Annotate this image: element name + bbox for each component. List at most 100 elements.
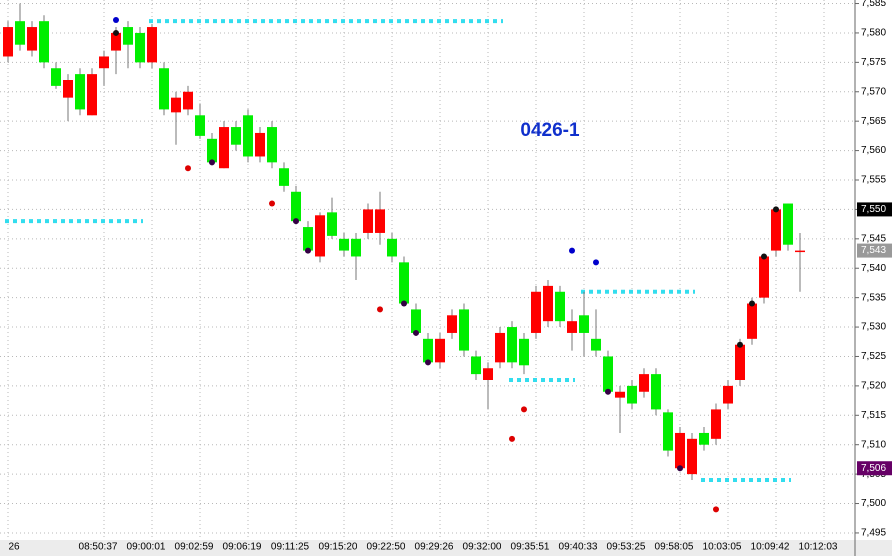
y-tick-label: 7,500 [861, 498, 886, 509]
marker-dot [401, 300, 407, 307]
candle-body [231, 127, 241, 145]
price-tag-label: 7,506 [861, 463, 886, 474]
y-tick-label: 7,580 [861, 28, 886, 39]
candle-body [795, 250, 805, 253]
candle-body [75, 74, 85, 110]
y-tick-label: 7,515 [861, 410, 886, 421]
y-tick-label: 7,510 [861, 439, 886, 450]
candle-body [351, 238, 361, 257]
candle-body [315, 215, 325, 257]
x-tick-label: 10:12:03 [799, 542, 838, 553]
candle-body [15, 21, 25, 45]
candle-body [651, 374, 661, 410]
candle-body [27, 27, 37, 51]
candle-body [579, 315, 589, 333]
y-tick-label: 7,585 [861, 0, 886, 9]
candle-body [675, 432, 685, 469]
y-tick-label: 7,525 [861, 351, 886, 362]
candle-body [147, 27, 157, 63]
candle-body [399, 262, 409, 304]
candle-body [159, 68, 169, 110]
y-tick-label: 7,540 [861, 263, 886, 274]
candle-body [435, 338, 445, 363]
candle-body [171, 97, 181, 113]
candle-body [711, 409, 721, 439]
marker-dot [773, 206, 779, 213]
marker-dot [425, 359, 431, 366]
marker-dot [737, 341, 743, 348]
candle-body [327, 212, 337, 236]
marker-dot [377, 306, 383, 313]
candle-body [759, 256, 769, 298]
marker-dot [713, 506, 719, 513]
candle-body [543, 285, 553, 322]
candle-body [591, 338, 601, 351]
candle-body [207, 138, 217, 163]
candle-body [243, 115, 253, 157]
x-tick-label: 09:58:05 [655, 542, 694, 553]
y-tick-label: 7,545 [861, 233, 886, 244]
price-tag [857, 461, 892, 476]
marker-dot [509, 435, 515, 442]
candle-body [63, 80, 73, 98]
x-tick-label: 09:29:26 [415, 542, 454, 553]
x-tick-label: 09:15:20 [319, 542, 358, 553]
price-tag-label: 7,550 [861, 204, 886, 215]
candle-body [687, 438, 697, 475]
marker-dot [293, 218, 299, 225]
candle-body [255, 132, 265, 157]
candle-body [219, 127, 229, 169]
candle-body [267, 127, 277, 163]
candle-body [567, 321, 577, 333]
candle-body [291, 191, 301, 222]
candle-body [531, 291, 541, 333]
x-tick-label: 09:35:51 [511, 542, 550, 553]
x-axis-strip [0, 540, 892, 556]
x-tick-label: 09:53:25 [607, 542, 646, 553]
candle-body [111, 32, 121, 51]
candle-body [375, 209, 385, 233]
marker-dot [521, 406, 527, 413]
candle-body [639, 374, 649, 392]
candle-body [195, 115, 205, 136]
x-tick-label: 09:40:33 [559, 542, 598, 553]
x-tick-label: 09:32:00 [463, 542, 502, 553]
candle-body [87, 74, 97, 116]
candle-body [135, 32, 145, 63]
candle-body [459, 309, 469, 351]
marker-dot [113, 17, 119, 23]
x-tick-label: 09:00:01 [127, 542, 166, 553]
candle-body [747, 303, 757, 339]
candle-body [483, 368, 493, 380]
y-tick-label: 7,495 [861, 528, 886, 539]
y-tick-label: 7,565 [861, 116, 886, 127]
marker-dot [209, 159, 215, 166]
candle-body [771, 209, 781, 251]
marker-dot [305, 247, 311, 254]
x-tick-label: 09:06:19 [223, 542, 262, 553]
marker-dot [605, 388, 611, 395]
x-tick-label: 08:50:37 [79, 542, 118, 553]
candle-body [507, 327, 517, 363]
marker-dot [413, 329, 419, 336]
y-tick-label: 7,530 [861, 322, 886, 333]
candle-body [627, 385, 637, 404]
price-tag-label: 7,543 [861, 245, 886, 256]
price-tag [857, 243, 892, 258]
x-tick-label: 10:03:05 [703, 542, 742, 553]
y-tick-label: 7,575 [861, 57, 886, 68]
y-tick-label: 7,560 [861, 145, 886, 156]
marker-dot [185, 165, 191, 172]
candle-body [723, 385, 733, 404]
marker-dot [593, 259, 599, 266]
candle-body [603, 356, 613, 392]
candle-body [183, 91, 193, 110]
candle-body [615, 391, 625, 398]
y-tick-label: 7,555 [861, 175, 886, 186]
candle-body [387, 238, 397, 257]
candle-body [519, 338, 529, 366]
candle-body [339, 238, 349, 251]
marker-dot [749, 300, 755, 307]
